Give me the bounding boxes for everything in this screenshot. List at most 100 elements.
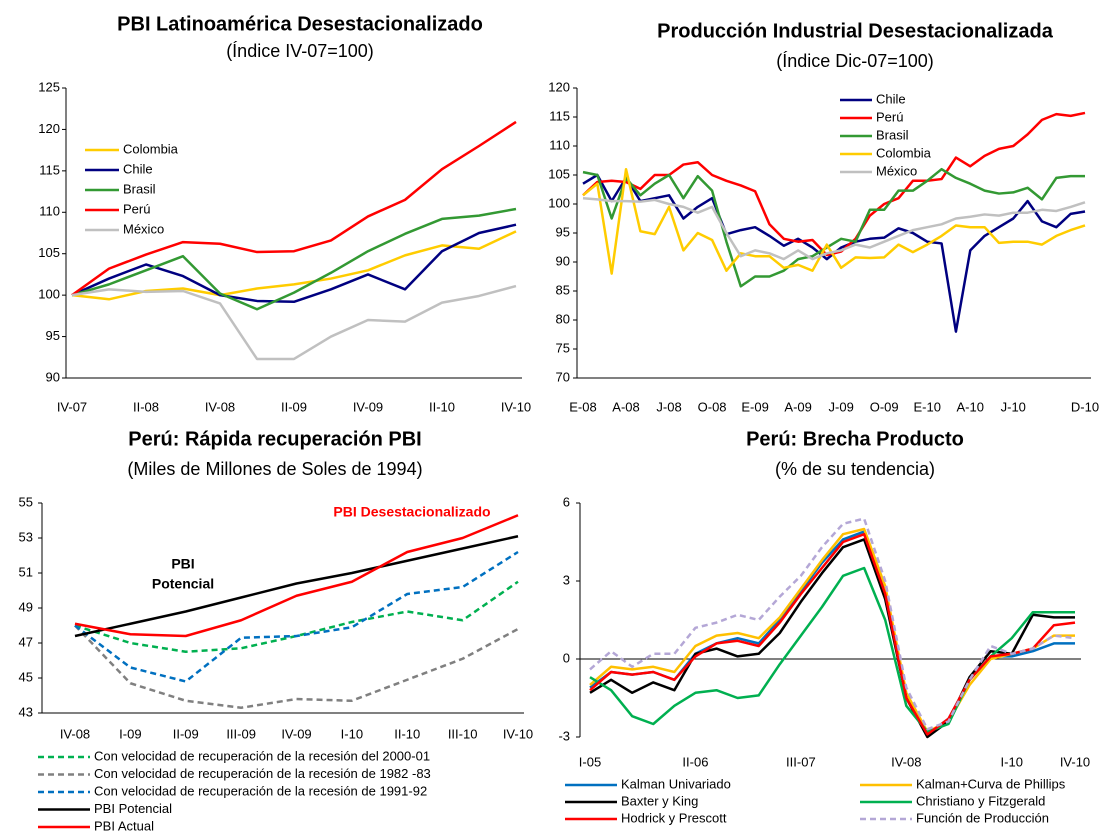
legend-label: Perú — [876, 109, 903, 124]
legend-label: México — [876, 163, 917, 178]
series-line — [589, 538, 1075, 739]
chart-title: Producción Industrial Desestacionalizada — [657, 20, 1054, 42]
series-line — [71, 284, 517, 361]
series-line — [71, 207, 517, 311]
x-tick-label: IV-10 — [501, 399, 531, 414]
legend-label: Colombia — [876, 145, 932, 160]
chart-subtitle: (Miles de Millones de Soles de 1994) — [127, 459, 422, 479]
y-tick-label: 80 — [556, 311, 570, 326]
y-tick-label: 105 — [548, 166, 570, 181]
y-tick-label: 53 — [19, 529, 33, 544]
chart-panel: Producción Industrial Desestacionalizada… — [548, 20, 1099, 414]
legend-label: Hodrick y Prescott — [621, 810, 727, 825]
legend-label: Brasil — [123, 181, 156, 196]
x-tick-label: I-09 — [119, 726, 141, 741]
chart-panel: Perú: Brecha Producto (% de su tendencia)… — [558, 428, 1090, 825]
x-tick-label: IV-10 — [1060, 754, 1090, 769]
series-line — [74, 550, 519, 683]
y-tick-label: 125 — [38, 79, 60, 94]
series-line — [589, 566, 1075, 734]
y-tick-label: 75 — [556, 340, 570, 355]
y-tick-label: 105 — [38, 245, 60, 260]
y-tick-label: 0 — [563, 650, 570, 665]
y-tick-label: 6 — [563, 494, 570, 509]
y-tick-label: 100 — [548, 195, 570, 210]
x-tick-label: I-05 — [579, 754, 601, 769]
chart-title: Perú: Brecha Producto — [746, 428, 964, 450]
legend-label: México — [123, 221, 164, 236]
series-line — [74, 580, 519, 653]
x-tick-label: IV-08 — [891, 754, 921, 769]
chart-subtitle: (% de su tendencia) — [775, 459, 935, 479]
chart-subtitle: (Índice IV-07=100) — [226, 41, 374, 61]
x-tick-label: III-10 — [448, 726, 478, 741]
x-tick-label: IV-08 — [205, 399, 235, 414]
chart-panel: PBI Latinoamérica Desestacionalizado (Índ… — [38, 13, 531, 414]
series-line — [71, 120, 517, 297]
x-tick-label: I-10 — [1001, 754, 1023, 769]
series-line — [71, 230, 517, 301]
series-line — [74, 514, 519, 638]
y-tick-label: 110 — [549, 137, 570, 152]
x-tick-label: IV-07 — [57, 399, 87, 414]
legend-label: Kalman Univariado — [621, 776, 731, 791]
x-tick-label: III-09 — [226, 726, 256, 741]
y-tick-label: 120 — [548, 79, 570, 94]
x-tick-label: II-10 — [429, 399, 455, 414]
legend-label: PBI Actual — [94, 818, 154, 831]
y-tick-label: 47 — [19, 634, 33, 649]
x-tick-label: O-09 — [870, 399, 899, 414]
legend-label: Colombia — [123, 141, 179, 156]
y-tick-label: 49 — [19, 599, 33, 614]
x-tick-label: II-08 — [133, 399, 159, 414]
legend-label: Con velocidad de recuperación de la rece… — [94, 748, 430, 763]
series-line — [582, 196, 1086, 261]
series-line — [589, 517, 1076, 731]
x-tick-label: J-10 — [1001, 399, 1026, 414]
x-tick-label: D-10 — [1071, 399, 1099, 414]
x-tick-label: IV-10 — [503, 726, 533, 741]
y-tick-label: 90 — [556, 253, 570, 268]
legend-label: Con velocidad de recuperación de la rece… — [94, 766, 431, 781]
x-tick-label: J-09 — [829, 399, 854, 414]
x-tick-label: J-08 — [656, 399, 681, 414]
x-tick-label: E-09 — [741, 399, 768, 414]
y-tick-label: 115 — [39, 162, 60, 177]
y-tick-label: 100 — [38, 287, 60, 302]
y-tick-label: 3 — [563, 572, 570, 587]
annotation: PBI Desestacionalizado — [333, 504, 490, 520]
y-tick-label: -3 — [558, 728, 570, 743]
legend-label: Chile — [123, 161, 153, 176]
legend-label: Chile — [876, 91, 906, 106]
chart-title: Perú: Rápida recuperación PBI — [128, 428, 421, 450]
y-tick-label: 120 — [38, 121, 60, 136]
x-tick-label: A-10 — [957, 399, 984, 414]
x-tick-label: III-07 — [786, 754, 816, 769]
series-line — [589, 527, 1075, 734]
chart-panel: Perú: Rápida recuperación PBI (Miles de M… — [19, 428, 534, 831]
x-tick-label: II-09 — [281, 399, 307, 414]
y-tick-label: 85 — [556, 282, 570, 297]
y-tick-label: 45 — [19, 669, 33, 684]
x-tick-label: IV-09 — [353, 399, 383, 414]
x-tick-label: II-09 — [173, 726, 199, 741]
legend-label: Brasil — [876, 127, 909, 142]
x-tick-label: II-06 — [682, 754, 708, 769]
y-tick-label: 90 — [46, 369, 60, 384]
x-tick-label: A-09 — [784, 399, 811, 414]
series-line — [74, 535, 519, 638]
series-line — [71, 223, 517, 304]
y-tick-label: 70 — [556, 369, 570, 384]
series-line — [582, 167, 1085, 288]
chart-subtitle: (Índice Dic-07=100) — [776, 51, 934, 71]
x-tick-label: E-10 — [913, 399, 940, 414]
y-tick-label: 43 — [19, 704, 33, 719]
legend-label: PBI Potencial — [94, 801, 172, 816]
x-tick-label: O-08 — [698, 399, 727, 414]
series-line — [582, 167, 1086, 275]
y-tick-label: 110 — [39, 204, 60, 219]
legend-label: Función de Producción — [916, 810, 1049, 825]
y-tick-label: 95 — [556, 224, 570, 239]
series-line — [74, 624, 519, 709]
y-tick-label: 115 — [549, 108, 570, 123]
